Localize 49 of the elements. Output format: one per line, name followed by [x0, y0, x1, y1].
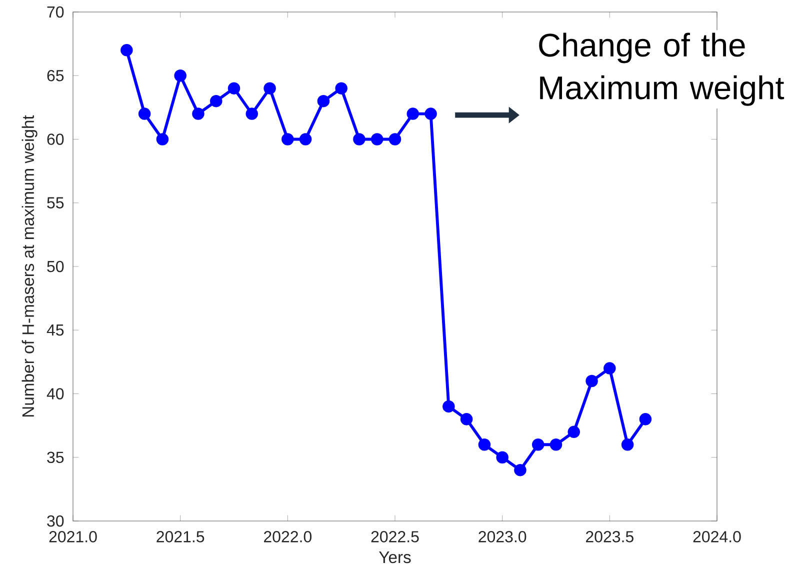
y-tick-label: 60 [47, 134, 64, 145]
y-axis-title: Number of H-masers at maximum weight [22, 115, 38, 417]
x-axis-title: Yers [379, 552, 411, 564]
point [478, 438, 491, 451]
point [353, 133, 366, 146]
annotation: Change of the Maximum weight [539, 32, 784, 106]
x-tick-label: 2023.5 [586, 531, 634, 542]
point [228, 82, 240, 94]
point [604, 362, 616, 374]
y-tick-label: 40 [46, 388, 64, 400]
x-tick-label: 2022.5 [371, 531, 419, 542]
point [174, 69, 186, 82]
point [192, 108, 204, 120]
x-tick-label: 2024.0 [693, 531, 741, 542]
point [568, 426, 580, 438]
y-tick-label: 30 [47, 515, 64, 527]
y-tick-label: 70 [47, 6, 64, 18]
point [246, 108, 258, 120]
point [514, 464, 526, 476]
x-tick-label: 2021.0 [49, 531, 97, 542]
y-tick-label: 35 [47, 452, 64, 464]
point [299, 133, 312, 146]
point [370, 133, 384, 146]
point [621, 438, 634, 451]
point [120, 44, 133, 56]
y-tick-label: 45 [46, 324, 64, 336]
point [264, 82, 276, 94]
point [388, 133, 402, 146]
point [442, 400, 455, 413]
point [460, 413, 473, 426]
x-tick-label: 2021.5 [156, 531, 204, 542]
y-tick-label: 55 [47, 197, 64, 208]
point [532, 438, 544, 451]
x-tick-label: 2023.0 [478, 531, 526, 542]
point [210, 94, 222, 108]
point [138, 108, 151, 120]
point [639, 413, 652, 426]
x-tick-label: 2022.0 [264, 531, 312, 542]
point [586, 374, 598, 388]
point [424, 108, 437, 120]
y-tick-label: 50 [47, 260, 64, 272]
point [282, 133, 294, 146]
y-tick-label: 65 [47, 70, 64, 82]
point [406, 108, 420, 120]
point [156, 133, 169, 146]
point [496, 451, 508, 464]
point [335, 82, 348, 94]
point [317, 94, 330, 108]
point [550, 438, 562, 451]
